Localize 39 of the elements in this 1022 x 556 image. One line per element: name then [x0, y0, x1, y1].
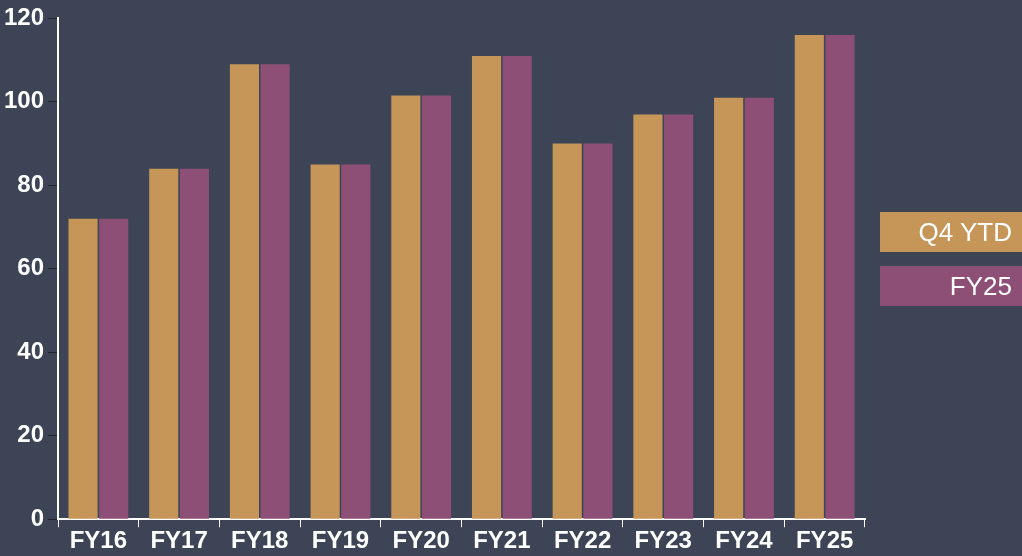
x-tick-label: FY19 — [311, 526, 370, 554]
y-tick-label: 80 — [17, 169, 45, 197]
bar — [99, 218, 129, 519]
text: FY25 — [880, 266, 1022, 306]
bar — [583, 143, 613, 519]
bar — [149, 168, 179, 519]
x-tick-label: FY16 — [69, 526, 128, 554]
x-tick-label: FY20 — [392, 526, 450, 554]
x-tick-label: FY17 — [150, 526, 208, 554]
y-tick-label: 100 — [4, 86, 45, 114]
bar — [633, 114, 663, 519]
y-tick-label: 40 — [17, 336, 45, 364]
bar — [391, 95, 421, 519]
bar — [664, 114, 694, 519]
y-tick-label: 120 — [4, 3, 45, 31]
bar — [825, 35, 855, 519]
bar — [68, 218, 98, 519]
y-tick-label: 60 — [17, 253, 45, 281]
x-tick-label: FY24 — [715, 526, 774, 554]
bar — [714, 97, 744, 519]
x-tick-label: FY18 — [231, 526, 289, 554]
bar — [310, 164, 340, 519]
y-tick-label: 0 — [30, 503, 45, 531]
text: Q4 YTD — [880, 212, 1022, 252]
bar — [744, 97, 774, 519]
bar — [421, 95, 452, 519]
x-tick-label: FY21 — [473, 526, 531, 554]
bar — [471, 55, 502, 519]
bar — [502, 55, 532, 519]
bar — [341, 164, 371, 519]
bar — [229, 64, 260, 519]
bar — [552, 143, 582, 519]
bar — [794, 35, 824, 519]
x-tick-label: FY25 — [795, 526, 854, 554]
x-tick-label: FY22 — [553, 526, 612, 554]
bar — [260, 64, 290, 519]
x-tick-label: FY23 — [634, 526, 692, 554]
bar — [179, 168, 209, 519]
y-tick-label: 20 — [17, 420, 45, 448]
